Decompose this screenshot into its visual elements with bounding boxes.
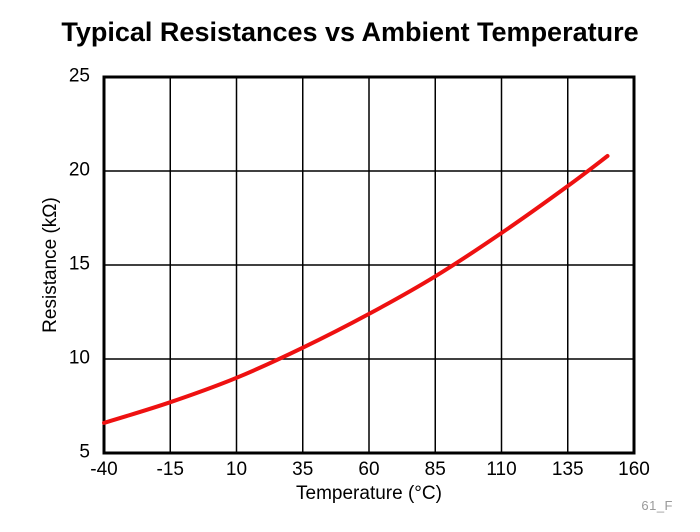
figure-number: 61_F [641,498,673,513]
x-tick-label: 160 [618,459,650,480]
x-tick-label: 110 [486,459,517,480]
y-tick-label: 20 [68,159,90,181]
chart-title: Typical Resistances vs Ambient Temperatu… [61,17,639,47]
resistance-curve [102,154,610,425]
plot-border [102,75,636,455]
x-tick-label: 135 [551,459,584,480]
y-tick-label: 25 [68,65,90,87]
x-tick-label: 60 [358,459,380,480]
x-tick-label: 35 [292,459,314,480]
x-tick-label: -15 [156,459,184,480]
x-tick-label: 85 [424,459,446,480]
y-tick-label: 15 [68,253,90,275]
y-tick-label: 10 [68,347,90,369]
x-axis-label: Temperature (°C) [296,483,442,504]
x-tick-label: 10 [225,459,248,480]
y-tick-label: 5 [79,441,90,463]
y-axis-label: Resistance (kΩ) [40,197,61,333]
x-tick-label: -40 [90,459,118,480]
